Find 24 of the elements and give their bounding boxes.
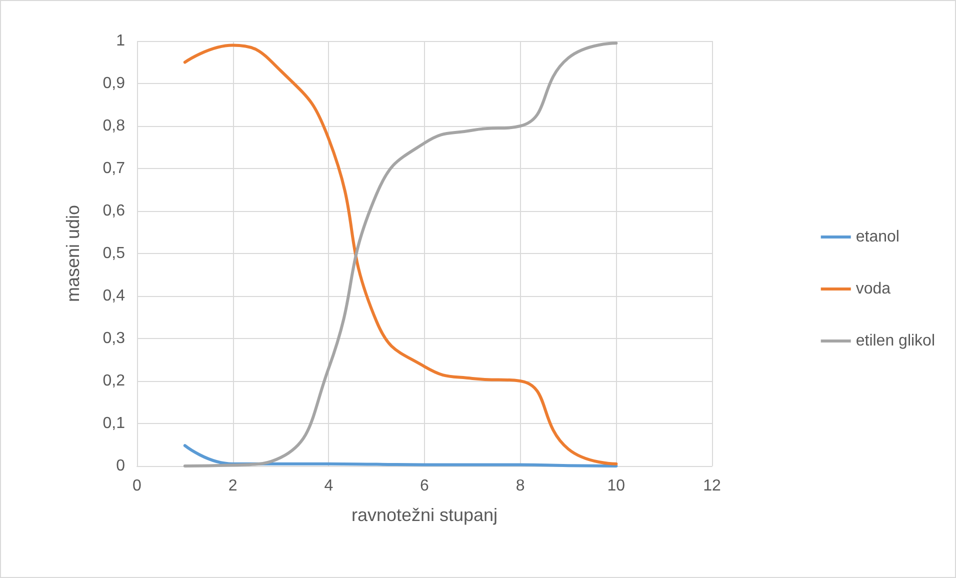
y-axis-title: maseni udio	[63, 204, 83, 302]
y-tick-label: 0,8	[102, 118, 126, 134]
legend-label: etilen glikol	[856, 332, 935, 350]
line-series	[183, 444, 618, 468]
y-tick-label: 1	[116, 32, 126, 50]
legend-label: etanol	[856, 228, 900, 246]
x-tick-label: 2	[228, 478, 238, 494]
y-tick-label: 0,3	[102, 330, 126, 347]
x-tick-label: 0	[132, 478, 142, 494]
y-tick-label: 0,2	[102, 372, 126, 390]
x-tick-label: 6	[420, 478, 430, 494]
x-tick-label: 12	[703, 478, 721, 494]
x-tick-label: 10	[607, 478, 626, 494]
x-tick-label: 8	[516, 478, 525, 494]
y-tick-label: 0,7	[102, 160, 126, 177]
y-tick-label: 0	[116, 458, 126, 474]
y-tick-label: 0,5	[102, 245, 126, 262]
y-tick-label: 0,1	[102, 415, 126, 432]
x-axis-title: ravnotežni stupanj	[351, 505, 498, 525]
y-tick-label: 0,6	[102, 202, 126, 220]
x-tick-label: 4	[324, 478, 334, 494]
y-tick-label: 0,9	[102, 75, 126, 92]
y-tick-label: 0,4	[102, 288, 126, 304]
legend-label: voda	[856, 280, 891, 298]
